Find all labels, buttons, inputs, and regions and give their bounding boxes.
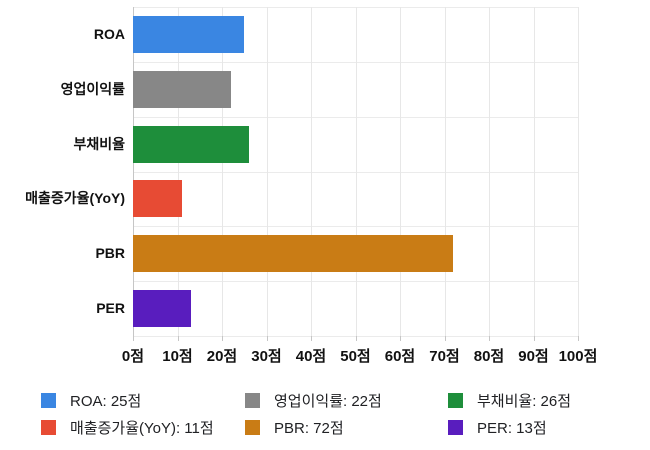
legend-item-label: ROA: 25점 xyxy=(70,393,142,410)
x-tick-label-6: 50점 xyxy=(340,348,371,365)
gridline-vertical xyxy=(177,7,179,336)
category-label-5: PBR xyxy=(95,245,125,262)
gridline-vertical xyxy=(355,7,357,336)
legend-swatch-icon xyxy=(41,420,56,435)
bar-2 xyxy=(133,70,231,108)
legend-item-5[interactable]: PBR: 72점 xyxy=(245,419,344,437)
x-tick-label-5: 40점 xyxy=(295,348,327,365)
legend-item-6[interactable]: PER: 13점 xyxy=(448,419,547,437)
legend-item-4[interactable]: 매출증가율(YoY): 11점 xyxy=(41,419,214,437)
category-label-2: 영업이익률 xyxy=(60,80,125,97)
legend-item-label: 영업이익률: 22점 xyxy=(274,393,382,410)
x-tick-label-9: 80점 xyxy=(473,348,505,365)
legend-item-label: 매출증가율(YoY): 11점 xyxy=(70,420,214,437)
axis-tick xyxy=(533,336,535,341)
axis-tick xyxy=(489,336,490,341)
gridline-vertical xyxy=(489,7,490,336)
legend-item-2[interactable]: 영업이익률: 22점 xyxy=(245,392,382,410)
axis-tick xyxy=(578,336,579,341)
axis-tick xyxy=(311,336,312,341)
legend-swatch-icon xyxy=(448,393,463,408)
y-axis-baseline xyxy=(133,7,134,336)
legend-item-label: PBR: 72점 xyxy=(274,420,344,437)
x-tick-label-2: 10점 xyxy=(162,348,193,365)
x-tick-label-10: 90점 xyxy=(518,348,549,365)
axis-tick xyxy=(133,336,134,341)
gridline-vertical xyxy=(533,7,535,336)
x-tick-label-3: 20점 xyxy=(206,348,238,365)
axis-tick xyxy=(444,336,446,341)
legend-item-1[interactable]: ROA: 25점 xyxy=(41,392,142,410)
gridline-vertical xyxy=(400,7,401,336)
category-label-1: ROA xyxy=(93,25,125,42)
legend-swatch-icon xyxy=(245,393,260,408)
gridline-vertical xyxy=(578,7,579,336)
category-label-4: 매출증가율(YoY) xyxy=(25,190,125,207)
axis-tick xyxy=(355,336,357,341)
gridline-vertical xyxy=(266,7,268,336)
x-tick-label-8: 70점 xyxy=(429,348,460,365)
x-tick-label-7: 60점 xyxy=(384,348,416,365)
axis-tick xyxy=(400,336,401,341)
bar-3 xyxy=(133,125,249,163)
axis-tick xyxy=(177,336,179,341)
bar-4 xyxy=(133,180,182,218)
x-tick-label-4: 30점 xyxy=(251,348,282,365)
gridline-vertical xyxy=(444,7,446,336)
gridline-vertical xyxy=(222,7,223,336)
gridline-vertical xyxy=(311,7,312,336)
x-tick-label-1: 0점 xyxy=(121,348,145,365)
legend-item-3[interactable]: 부채비율: 26점 xyxy=(448,392,572,410)
legend-swatch-icon xyxy=(245,420,260,435)
category-label-3: 부채비율 xyxy=(73,135,125,152)
legend-item-label: PER: 13점 xyxy=(477,420,547,437)
axis-tick xyxy=(266,336,268,341)
bar-5 xyxy=(133,235,454,273)
x-tick-label-11: 100점 xyxy=(558,348,598,365)
legend-swatch-icon xyxy=(448,420,463,435)
legend-item-label: 부채비율: 26점 xyxy=(477,393,572,410)
category-label-6: PER xyxy=(96,300,125,317)
axis-tick xyxy=(222,336,223,341)
legend-swatch-icon xyxy=(41,393,56,408)
bar-6 xyxy=(133,290,191,328)
bar-1 xyxy=(133,15,245,53)
